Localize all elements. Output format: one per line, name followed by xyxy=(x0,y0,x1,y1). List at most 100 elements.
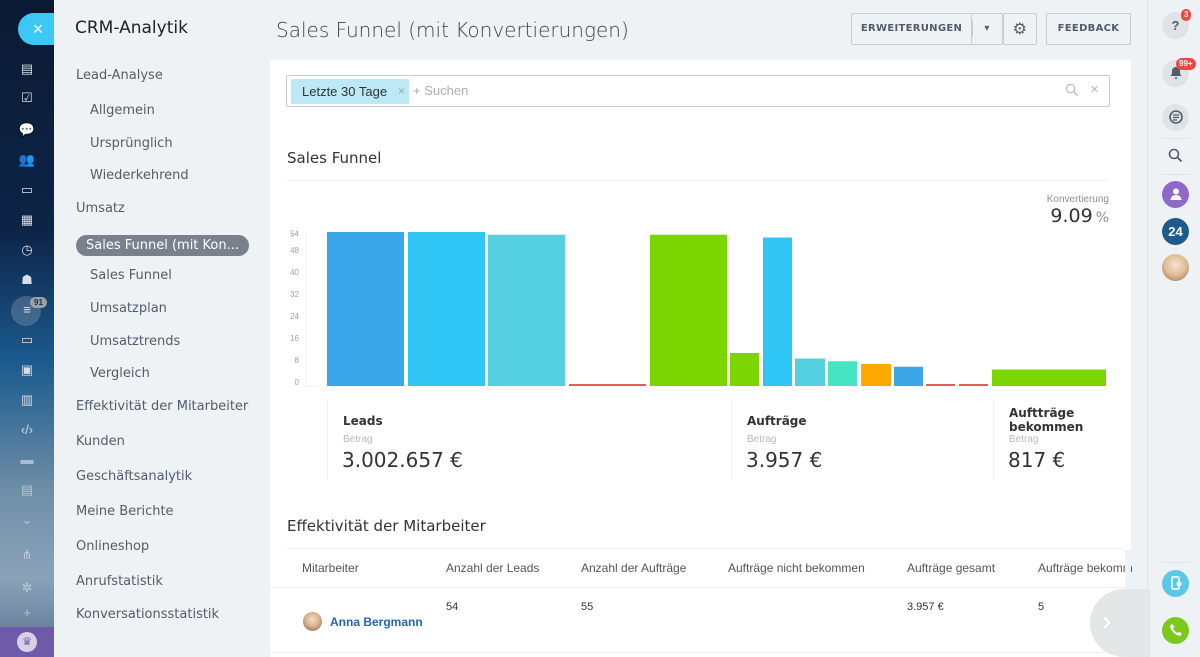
funnel-bar[interactable] xyxy=(327,232,404,386)
robot-icon[interactable]: ☗ xyxy=(21,272,33,287)
orders-won: 5 xyxy=(1038,601,1045,613)
documents-icon[interactable]: ▤ xyxy=(20,482,34,497)
crm-funnel-icon[interactable]: ≡ xyxy=(23,302,31,317)
column-header[interactable]: Anzahl der Aufträge xyxy=(581,561,687,575)
search-icon[interactable] xyxy=(1065,83,1079,102)
remove-chip-icon[interactable]: × xyxy=(397,84,405,98)
feed-icon[interactable]: ▤ xyxy=(20,61,34,76)
calendar-icon[interactable]: ▦ xyxy=(20,212,34,227)
chat-icon xyxy=(1168,110,1183,124)
funnel-bar[interactable] xyxy=(926,384,955,386)
sites-icon[interactable]: ▭ xyxy=(20,332,34,347)
add-icon[interactable]: + xyxy=(23,605,31,620)
employee-name-link[interactable]: Anna Bergmann xyxy=(330,615,423,629)
user-button[interactable] xyxy=(1162,181,1189,208)
marketing-icon[interactable]: ⌄ xyxy=(21,512,33,527)
mobile-app-button[interactable] xyxy=(1162,570,1189,597)
right-rail: ? 3 99+ 24 xyxy=(1147,0,1200,657)
feedback-button[interactable]: FEEDBACK xyxy=(1046,13,1131,45)
chat-icon[interactable]: 💬 xyxy=(18,122,36,137)
search-button[interactable] xyxy=(1162,142,1189,169)
developer-icon[interactable]: ‹/› xyxy=(20,422,34,437)
funnel-bar[interactable] xyxy=(569,384,646,386)
conversion-unit: % xyxy=(1095,210,1109,226)
funnel-bar[interactable] xyxy=(992,369,1106,387)
knowledge-icon[interactable]: ▥ xyxy=(20,392,34,407)
menu-item[interactable]: Umsatz xyxy=(76,201,125,216)
tasks-icon[interactable]: ☑ xyxy=(21,90,33,105)
funnel-bar[interactable] xyxy=(795,358,825,387)
messenger-button[interactable] xyxy=(1162,104,1189,131)
funnel-bar[interactable] xyxy=(828,361,857,386)
orders-total: 3.957 € xyxy=(907,601,944,613)
b24-logo-icon: 24 xyxy=(1168,224,1183,239)
menu-item[interactable]: Konversationsstatistik xyxy=(76,607,220,622)
timeman-icon[interactable]: ◷ xyxy=(21,242,33,257)
funnel-bar[interactable] xyxy=(861,364,891,386)
drive-icon[interactable]: ▭ xyxy=(20,182,34,197)
menu-item[interactable]: Meine Berichte xyxy=(76,504,174,519)
funnel-bar[interactable] xyxy=(650,234,727,386)
bitrix24-button[interactable]: 24 xyxy=(1162,218,1189,245)
column-header[interactable]: Anzahl der Leads xyxy=(446,561,540,575)
clear-filter-icon[interactable]: × xyxy=(1090,81,1099,98)
orders-count: 55 xyxy=(581,601,594,613)
sitemap-icon[interactable]: ⋔ xyxy=(21,547,33,562)
plan-button[interactable]: ♛ xyxy=(0,627,54,657)
menu-item[interactable]: Geschäftsanalytik xyxy=(76,469,193,484)
chevron-right-icon: › xyxy=(1102,605,1112,636)
settings-button[interactable]: ⚙ xyxy=(1003,13,1037,45)
menu-item[interactable]: Anrufstatistik xyxy=(76,574,163,589)
menu-item[interactable]: Kunden xyxy=(76,434,125,449)
conversion-label: Konvertierung xyxy=(1046,194,1109,205)
help-badge: 3 xyxy=(1181,9,1192,21)
menu-item[interactable]: Onlineshop xyxy=(76,539,150,554)
menu-item[interactable]: Sales Funnel (mit Kon... xyxy=(76,235,250,256)
bell-icon xyxy=(1170,67,1181,79)
column-header[interactable]: Aufträge nicht bekommen xyxy=(728,561,865,575)
extensions-button[interactable]: ERWEITERUNGEN xyxy=(851,13,971,45)
close-menu-button[interactable]: × xyxy=(18,13,54,45)
notifications-badge: 99+ xyxy=(1176,58,1196,70)
funnel-bar[interactable] xyxy=(488,234,565,386)
filter-search-bar[interactable]: Letzte 30 Tage × + Suchen × xyxy=(286,75,1110,107)
settings-icon[interactable]: ✲ xyxy=(21,580,33,595)
employee-avatar xyxy=(303,612,322,631)
menu-item[interactable]: Wiederkehrend xyxy=(90,168,189,183)
menu-item[interactable]: Vergleich xyxy=(90,366,150,381)
y-tick-label: 48 xyxy=(290,246,299,255)
menu-item[interactable]: Umsatzplan xyxy=(90,301,167,316)
groups-icon[interactable]: 👥 xyxy=(18,152,36,167)
menu-item[interactable]: Effektivität der Mitarbeiter xyxy=(76,399,249,414)
column-header[interactable]: Mitarbeiter xyxy=(302,561,359,575)
menu-item[interactable]: Lead-Analyse xyxy=(76,68,163,83)
menu-item[interactable]: Sales Funnel xyxy=(90,268,172,283)
funnel-bar[interactable] xyxy=(959,384,988,386)
extensions-dropdown-button[interactable]: ▾ xyxy=(971,13,1003,45)
caret-down-icon: ▾ xyxy=(984,23,990,34)
contact-avatar[interactable] xyxy=(1162,254,1189,281)
column-header[interactable]: Aufträge bekomm xyxy=(1038,561,1133,575)
search-input[interactable]: + Suchen xyxy=(413,83,469,98)
stat-sublabel: Betrag xyxy=(343,434,373,445)
y-tick-label: 40 xyxy=(290,268,299,277)
menu-item[interactable]: Ursprünglich xyxy=(90,136,173,151)
funnel-bar[interactable] xyxy=(763,237,792,387)
menu-item[interactable]: Allgemein xyxy=(90,103,155,118)
stat-title: Aufträge xyxy=(747,414,807,428)
filter-chip-period[interactable]: Letzte 30 Tage × xyxy=(291,79,409,104)
stat-sublabel: Betrag xyxy=(747,434,777,445)
contacts-icon[interactable]: ▣ xyxy=(20,362,34,377)
funnel-bar[interactable] xyxy=(894,366,923,386)
crm-analytics-menu: CRM-Analytik Lead-Analyse Allgemein Ursprü… xyxy=(54,0,270,657)
stat-card: Aufträge Betrag 3.957 € xyxy=(731,400,993,480)
call-button[interactable] xyxy=(1162,617,1189,644)
scroll-right-button[interactable]: › xyxy=(1090,589,1150,657)
video-icon[interactable]: ▬ xyxy=(20,452,34,467)
funnel-bar[interactable] xyxy=(408,232,485,386)
funnel-bar[interactable] xyxy=(730,353,759,386)
stat-title: Auftträge bekommen xyxy=(1009,406,1084,434)
y-tick-label: 54 xyxy=(290,230,299,239)
menu-item[interactable]: Umsatztrends xyxy=(90,334,181,349)
column-header[interactable]: Aufträge gesamt xyxy=(907,561,996,575)
